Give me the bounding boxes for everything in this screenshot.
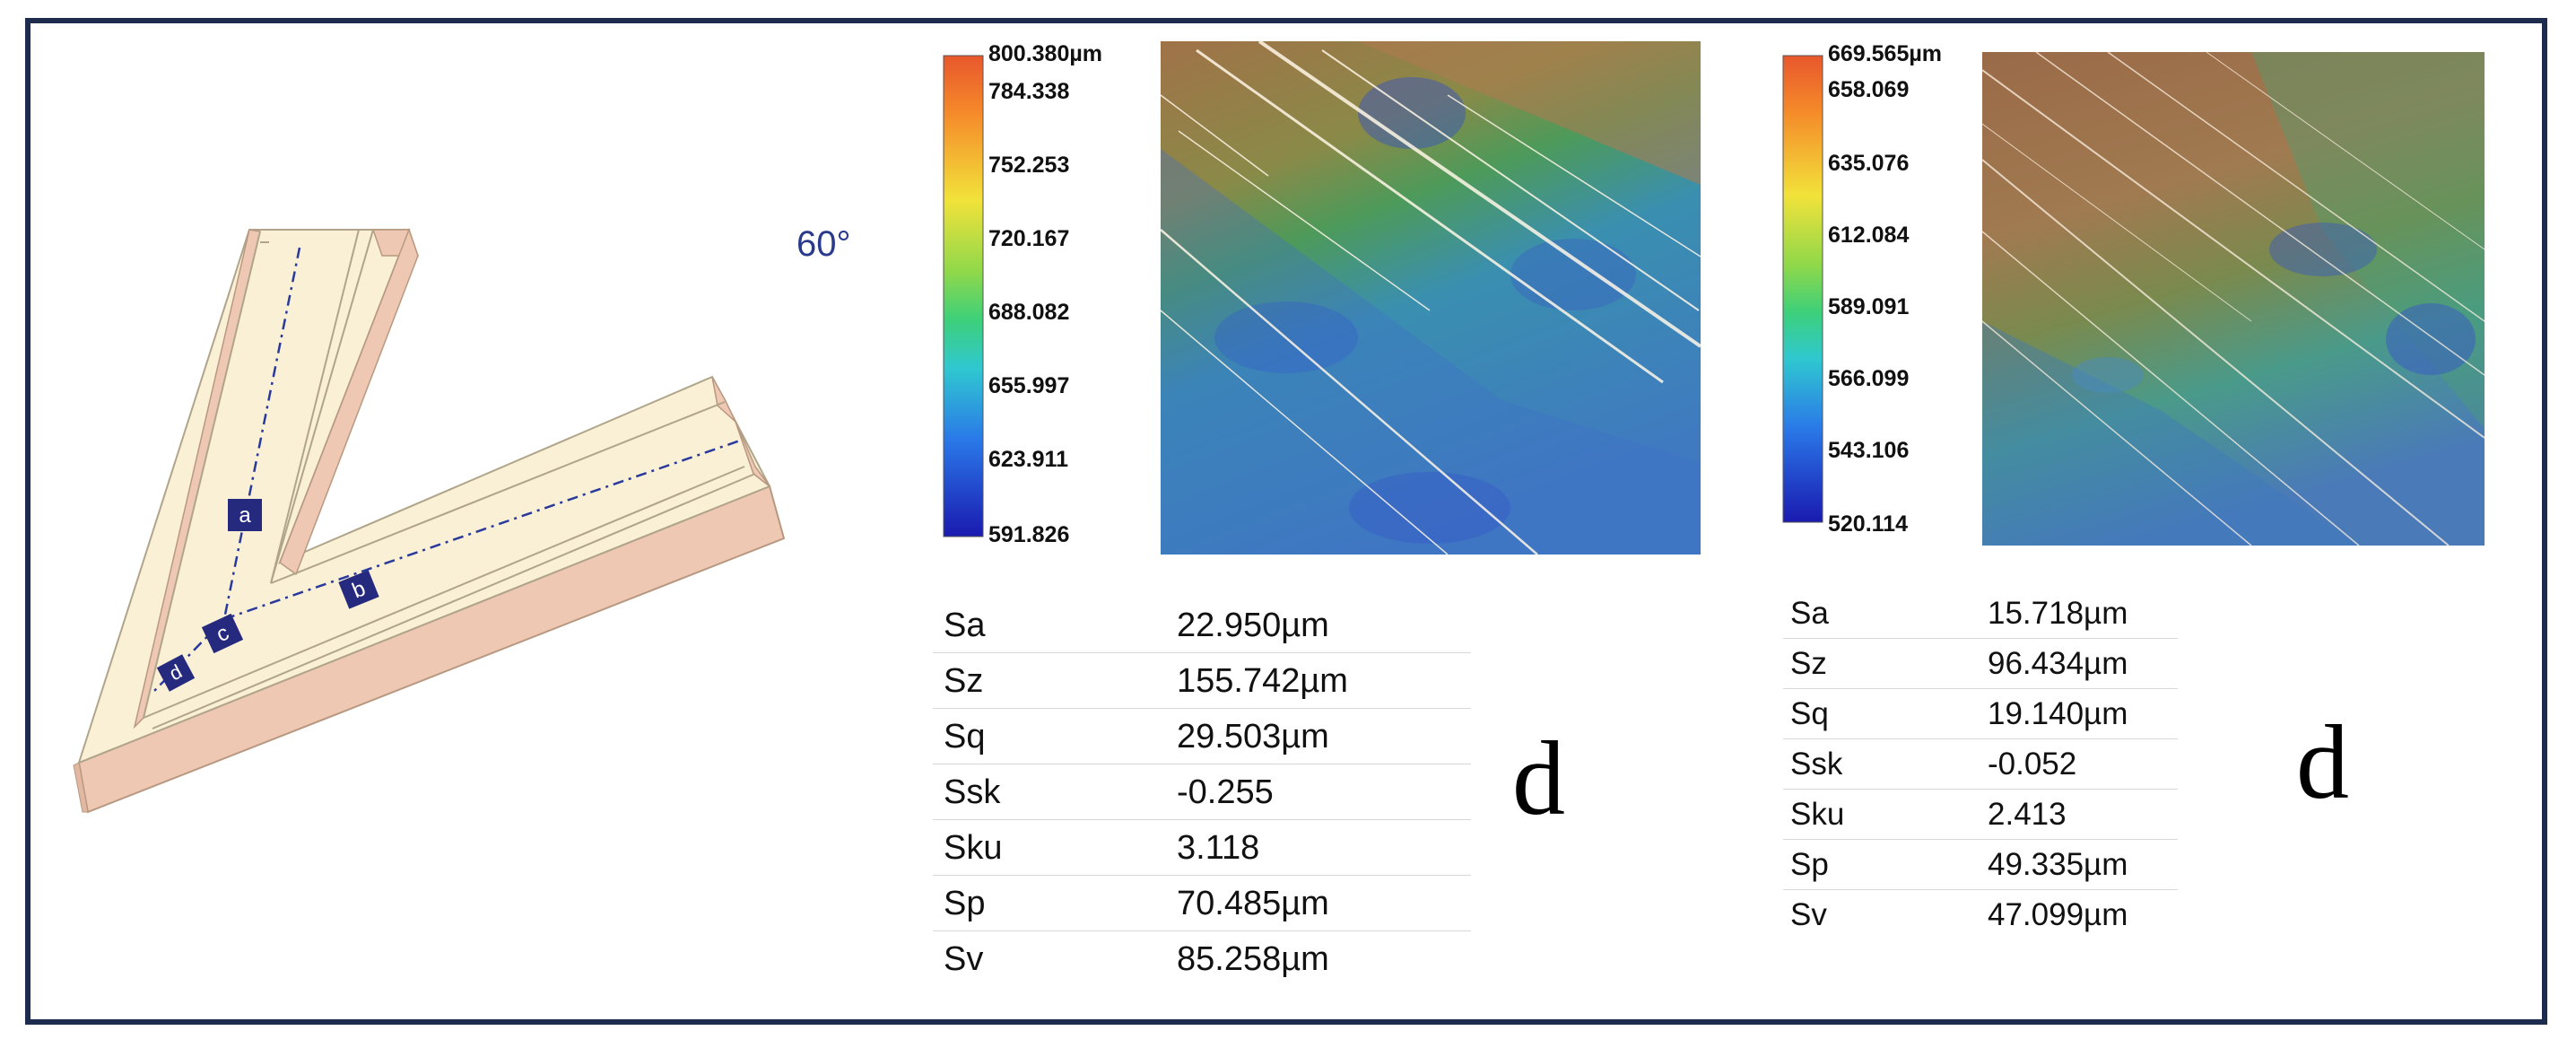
param-name: Sz <box>944 662 984 700</box>
table-row: Sp 70.485µm <box>933 876 1471 931</box>
marker-a: a <box>228 499 262 531</box>
colorbar-2-max: 669.565µm <box>1828 41 1943 66</box>
block-left-edge <box>73 762 89 813</box>
table-row: Sku 3.118 <box>933 820 1471 876</box>
table-row: Sv 85.258µm <box>933 931 1471 987</box>
table-row: Sq 19.140µm <box>1783 689 2178 739</box>
svg-text:a: a <box>239 503 251 528</box>
param-name: Ssk <box>1790 747 1843 782</box>
param-name: Sp <box>944 885 986 922</box>
param-name: Sku <box>944 829 1003 867</box>
param-name: Sp <box>1790 847 1829 882</box>
colorbar-1-max: 800.380µm <box>988 41 1103 66</box>
table-row: Sz 155.742µm <box>933 653 1471 709</box>
colorbar-1-tick: 720.167 <box>988 226 1070 251</box>
param-value: 22.950µm <box>1177 607 1329 644</box>
param-name: Sv <box>944 940 984 978</box>
angle-label: 60° <box>796 224 851 264</box>
table-row: Sa 15.718µm <box>1783 589 2178 639</box>
colorbar-2-min: 520.114 <box>1828 511 1908 537</box>
colorbar-2 <box>1782 55 1823 523</box>
marker-c: c <box>201 613 244 654</box>
param-value: 96.434µm <box>1988 646 2128 681</box>
param-name: Sa <box>1790 596 1829 631</box>
position-label-1: d <box>1512 720 1565 837</box>
param-name: Sa <box>944 607 986 644</box>
param-name: Sq <box>1790 696 1829 731</box>
colorbar-1-tick: 688.082 <box>988 300 1070 325</box>
colorbar-1-min: 591.826 <box>988 522 1070 547</box>
centerline-horizontal <box>223 438 744 621</box>
colorbar-1 <box>943 55 984 537</box>
param-name: Sq <box>944 718 986 755</box>
table-row: Sp 49.335µm <box>1783 840 2178 890</box>
table-row: Sv 47.099µm <box>1783 890 2178 940</box>
right-rib-side <box>279 227 419 576</box>
param-name: Sku <box>1790 797 1845 832</box>
param-value: 19.140µm <box>1988 696 2128 731</box>
colorbar-2-tick: 635.076 <box>1828 151 1910 176</box>
table-row: Sz 96.434µm <box>1783 639 2178 689</box>
param-value: 47.099µm <box>1988 897 2128 932</box>
param-value: -0.052 <box>1988 747 2077 782</box>
colorbar-2-tick: 543.106 <box>1828 438 1910 463</box>
param-value: 70.485µm <box>1177 885 1329 922</box>
colorbar-2-tick: 612.084 <box>1828 223 1910 248</box>
param-value: 15.718µm <box>1988 596 2128 631</box>
colorbar-1-tick: 655.997 <box>988 373 1070 398</box>
colorbar-1-tick: 752.253 <box>988 153 1070 178</box>
colorbar-2-tick: 566.099 <box>1828 366 1910 391</box>
table-row: Ssk -0.255 <box>933 764 1471 820</box>
param-name: Sz <box>1790 646 1827 681</box>
table-row: Sa 22.950µm <box>933 598 1471 653</box>
param-value: 85.258µm <box>1177 940 1329 978</box>
marker-d: d <box>156 654 196 692</box>
param-value: -0.255 <box>1177 773 1274 811</box>
param-value: 155.742µm <box>1177 662 1348 700</box>
lower-rib-end <box>735 421 770 487</box>
roughness-table-2: Sa 15.718µm Sz 96.434µm Sq 19.140µm Ssk … <box>1783 589 2178 940</box>
colorbar-2-tick: 589.091 <box>1828 294 1910 319</box>
table-row: Ssk -0.052 <box>1783 739 2178 790</box>
surface-height-map-1 <box>1161 41 1701 555</box>
colorbar-2-tick: 658.069 <box>1828 77 1910 102</box>
table-row: Sq 29.503µm <box>933 709 1471 764</box>
param-name: Sv <box>1790 897 1827 932</box>
roughness-table-1: Sa 22.950µm Sz 155.742µm Sq 29.503µm Ssk… <box>933 598 1471 987</box>
colorbar-1-tick: 623.911 <box>988 447 1068 472</box>
param-value: 2.413 <box>1988 797 2067 832</box>
surface-height-map-2 <box>1982 52 2485 546</box>
v-channel-schematic: a b c d <box>73 227 786 814</box>
param-value: 29.503µm <box>1177 718 1329 755</box>
marker-b: b <box>338 570 379 609</box>
colorbar-1-tick: 784.338 <box>988 79 1070 104</box>
param-name: Ssk <box>944 773 1001 811</box>
position-label-2: d <box>2296 703 2349 821</box>
param-value: 3.118 <box>1177 829 1260 867</box>
table-row: Sku 2.413 <box>1783 790 2178 840</box>
param-value: 49.335µm <box>1988 847 2128 882</box>
